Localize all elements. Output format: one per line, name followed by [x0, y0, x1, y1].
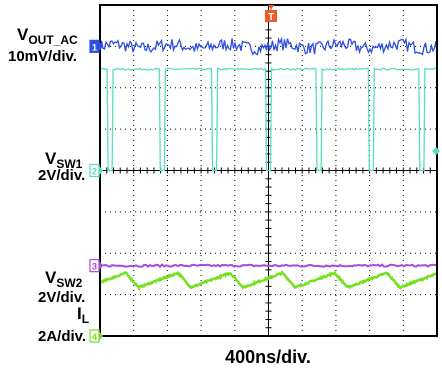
trace-vsw2: [99, 263, 437, 269]
trigger-label: T: [268, 12, 274, 23]
ch3-scale: 2V/div.: [38, 289, 85, 306]
x-axis-label: 400ns/div.: [225, 347, 311, 367]
ch2-scale: 2V/div.: [38, 167, 85, 184]
trace-vout_ac: [99, 36, 437, 56]
ch2-name: VSW1: [45, 149, 83, 171]
channel-marker-arrow-1: [99, 41, 103, 52]
channel-marker-label-3: 3: [92, 262, 97, 272]
trigger-marker: T: [265, 5, 277, 23]
ch1-name: VOUT_AC: [17, 25, 78, 47]
ch2-label: VSW1 2V/div.: [38, 149, 85, 184]
ch3-label: VSW2 2V/div.: [38, 268, 85, 306]
ch4-scale: 2A/div.: [38, 328, 86, 345]
channel-marker-label-4: 4: [92, 332, 97, 342]
channel-markers: 1 2 3 4: [89, 39, 103, 343]
ch1-scale: 10mV/div.: [8, 48, 77, 65]
trace-vsw1: [99, 66, 438, 172]
traces: [99, 36, 438, 292]
channel-marker-arrow-2: [99, 165, 103, 176]
ch3-name: VSW2: [45, 268, 83, 290]
trace-il: [99, 270, 438, 292]
trigger-level-marker: [432, 147, 440, 155]
ch4-label: IL 2A/div.: [38, 304, 89, 345]
ch4-name: IL: [77, 304, 89, 326]
ch1-label: VOUT_AC 10mV/div.: [8, 25, 78, 65]
channel-marker-label-2: 2: [92, 167, 97, 177]
channel-marker-label-1: 1: [92, 42, 97, 52]
channel-marker-arrow-4: [99, 331, 103, 341]
channel-marker-arrow-3: [99, 260, 103, 271]
